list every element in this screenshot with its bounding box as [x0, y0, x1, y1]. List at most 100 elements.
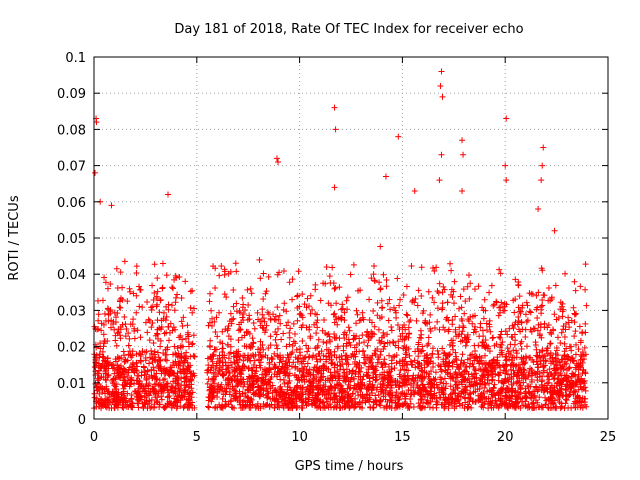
- data-point: [154, 394, 161, 401]
- data-point: [264, 309, 271, 316]
- data-point: [237, 393, 244, 400]
- data-point: [183, 396, 190, 403]
- data-point: [446, 359, 453, 366]
- data-point: [534, 399, 541, 406]
- data-point: [427, 311, 434, 318]
- data-point: [509, 393, 516, 400]
- data-point: [307, 292, 314, 299]
- data-point: [313, 330, 320, 337]
- data-point: [205, 322, 212, 329]
- data-point: [349, 367, 356, 374]
- data-point: [572, 395, 579, 402]
- data-point: [118, 394, 125, 401]
- data-point: [122, 395, 129, 402]
- data-point: [503, 356, 510, 363]
- data-point: [464, 405, 471, 412]
- data-point: [303, 402, 310, 409]
- data-point: [160, 389, 167, 396]
- data-point: [554, 375, 561, 382]
- data-point: [479, 339, 486, 346]
- data-point: [259, 342, 266, 349]
- data-point: [265, 273, 272, 280]
- data-point: [448, 286, 455, 293]
- data-point: [484, 371, 491, 378]
- data-point: [497, 344, 504, 351]
- data-point: [556, 394, 563, 401]
- data-point: [157, 297, 164, 304]
- data-point: [412, 295, 419, 302]
- data-point: [309, 390, 316, 397]
- data-point: [535, 364, 542, 371]
- data-point: [341, 374, 348, 381]
- data-point: [158, 324, 165, 331]
- data-point: [149, 282, 156, 289]
- data-point: [344, 385, 351, 392]
- data-point: [583, 403, 590, 410]
- data-point: [209, 386, 216, 393]
- data-point: [360, 347, 367, 354]
- data-point: [522, 333, 529, 340]
- data-point: [407, 358, 414, 365]
- data-point: [502, 370, 509, 377]
- data-point: [246, 316, 253, 323]
- data-point: [179, 336, 186, 343]
- data-point: [175, 359, 182, 366]
- data-point: [343, 297, 350, 304]
- data-point: [314, 317, 321, 324]
- data-point: [313, 356, 320, 363]
- data-point: [359, 332, 366, 339]
- data-point: [312, 392, 319, 399]
- data-point: [360, 316, 367, 323]
- data-point: [133, 263, 140, 270]
- data-point: [328, 386, 335, 393]
- data-point: [160, 315, 167, 322]
- data-point: [163, 367, 170, 374]
- data-point: [340, 388, 347, 395]
- data-point: [251, 325, 258, 332]
- data-point: [377, 285, 384, 292]
- data-point: [327, 375, 334, 382]
- data-point: [260, 391, 267, 398]
- data-point: [212, 284, 219, 291]
- data-point: [269, 355, 276, 362]
- data-point: [320, 382, 327, 389]
- data-point: [223, 362, 230, 369]
- data-point: [337, 363, 344, 370]
- data-point: [397, 296, 404, 303]
- data-point: [570, 372, 577, 379]
- data-point: [225, 369, 232, 376]
- data-point: [427, 327, 434, 334]
- data-point: [403, 311, 410, 318]
- data-point: [349, 370, 356, 377]
- data-point: [247, 285, 254, 292]
- data-point: [168, 404, 175, 411]
- data-point: [280, 403, 287, 410]
- data-point: [146, 380, 153, 387]
- data-point: [408, 380, 415, 387]
- data-point: [566, 391, 573, 398]
- data-point: [479, 394, 486, 401]
- data-point: [280, 377, 287, 384]
- data-point: [204, 380, 211, 387]
- data-point: [283, 308, 290, 315]
- data-point: [469, 320, 476, 327]
- data-point: [273, 331, 280, 338]
- data-point: [527, 354, 534, 361]
- data-point: [188, 385, 195, 392]
- data-point: [230, 303, 237, 310]
- y-tick-label: 0.02: [57, 341, 86, 356]
- data-point: [304, 348, 311, 355]
- data-point: [506, 394, 513, 401]
- data-point: [435, 354, 442, 361]
- data-point: [581, 380, 588, 387]
- data-point: [132, 367, 139, 374]
- data-point: [511, 341, 518, 348]
- y-tick-label: 0.04: [57, 268, 86, 283]
- data-point: [502, 357, 509, 364]
- data-point: [208, 398, 215, 405]
- data-point: [259, 306, 266, 313]
- data-point: [331, 390, 338, 397]
- data-point: [278, 396, 285, 403]
- data-point: [522, 388, 529, 395]
- data-point: [315, 336, 322, 343]
